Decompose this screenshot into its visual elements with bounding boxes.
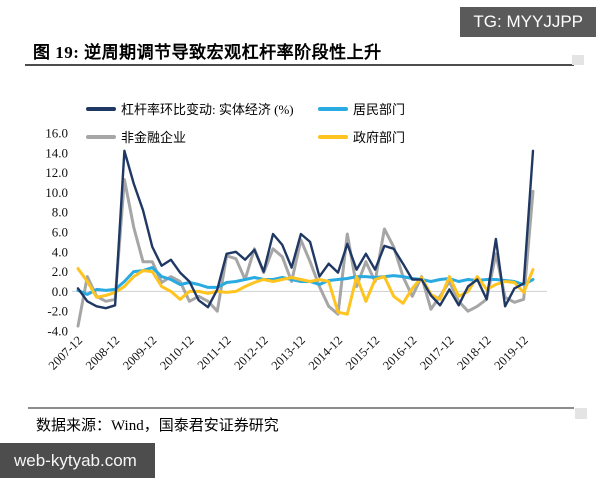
x-axis-tick: 2016-12	[380, 333, 419, 372]
y-axis-tick: 8.0	[52, 205, 68, 220]
x-axis-tick: 2007-12	[46, 333, 85, 372]
source-rule	[28, 407, 574, 409]
x-axis-tick: 2018-12	[454, 333, 493, 372]
x-axis-tick: 2010-12	[157, 333, 196, 372]
y-axis-tick: -2.0	[47, 304, 68, 319]
series-line-government	[76, 267, 535, 316]
y-axis-tick: 10.0	[45, 185, 68, 200]
legend-swatch-government-icon	[318, 134, 348, 139]
x-axis-tick: 2015-12	[343, 333, 382, 372]
watermark-badge: web-kytyab.com	[0, 443, 155, 478]
legend-item-government: 政府部门	[318, 127, 405, 146]
legend-label-households: 居民部门	[353, 102, 406, 117]
legend-item-real-economy: 杠杆率环比变动: 实体经济 (%)	[86, 99, 318, 118]
leverage-chart: 16.014.012.010.08.06.04.02.00.0-2.0-4.02…	[45, 126, 547, 373]
source-note: 数据来源：Wind，国泰君安证券研究	[36, 418, 279, 434]
y-axis-tick: 12.0	[45, 165, 68, 180]
x-axis-tick: 2013-12	[269, 333, 308, 372]
x-axis-tick: 2014-12	[306, 333, 345, 372]
y-axis-tick: 14.0	[45, 145, 68, 160]
x-axis-tick: 2017-12	[417, 333, 456, 372]
legend-item-households: 居民部门	[318, 99, 405, 118]
series-line-nonfinancial-corporates	[76, 178, 535, 328]
x-axis-tick: 2012-12	[231, 333, 270, 372]
x-axis-tick: 2019-12	[491, 333, 530, 372]
x-axis-tick: 2009-12	[120, 333, 159, 372]
chart-legend: 杠杆率环比变动: 实体经济 (%) 居民部门非金融企业 政府部门	[86, 99, 405, 146]
series-line-real-economy	[76, 149, 535, 310]
legend-label-real-economy: 杠杆率环比变动: 实体经济 (%)	[121, 102, 294, 117]
y-axis-tick: 4.0	[52, 244, 68, 259]
resize-handle-bottom-icon	[575, 408, 587, 419]
legend-label-government: 政府部门	[353, 130, 406, 145]
tg-badge: TG: MYYJJPP	[460, 7, 596, 37]
title-rule	[25, 64, 574, 66]
y-axis-tick: -4.0	[47, 324, 68, 339]
y-axis-tick: 16.0	[45, 126, 68, 141]
legend-swatch-households-icon	[318, 106, 348, 111]
x-axis-tick: 2008-12	[83, 333, 122, 372]
legend-swatch-real-economy-icon	[86, 106, 116, 111]
legend-label-nonfinancial-corporates: 非金融企业	[121, 130, 187, 145]
chart-area: 16.0 14.0 12.0 10.0 8.0 6.0 4.0 2.0 0.0 -2.0 -4.0 2…	[0, 85, 600, 390]
y-axis-tick: 6.0	[52, 225, 68, 240]
legend-item-nonfinancial-corporates: 非金融企业	[86, 127, 318, 146]
legend-swatch-nonfinancial-corporates-icon	[86, 134, 116, 139]
figure-title: 图 19: 逆周期调节导致宏观杠杆率阶段性上升	[33, 43, 382, 62]
resize-handle-top-icon	[572, 55, 584, 65]
y-axis-tick: 2.0	[52, 264, 68, 279]
x-axis-tick: 2011-12	[195, 333, 234, 372]
y-axis-tick: 0.0	[52, 284, 68, 299]
